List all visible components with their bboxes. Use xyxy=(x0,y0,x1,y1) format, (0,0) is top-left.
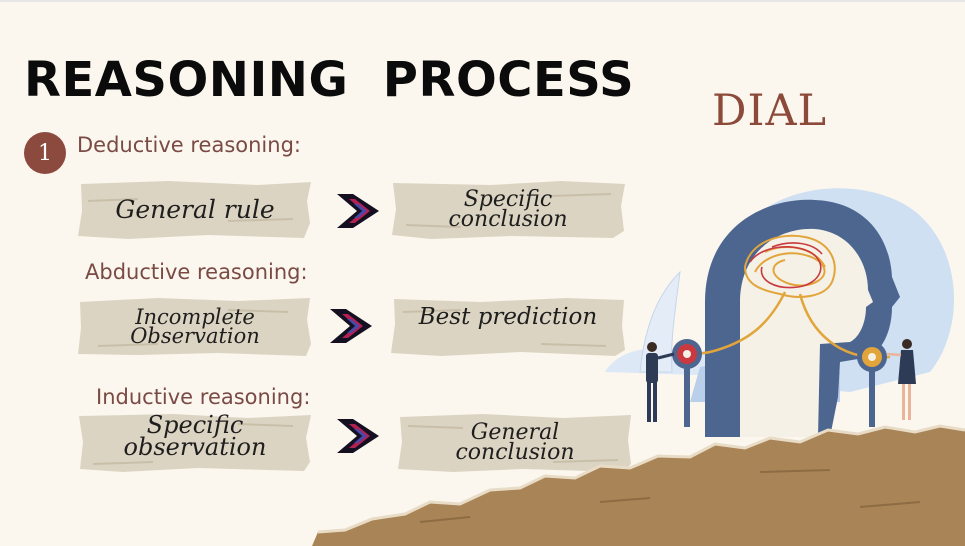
chevron-right-icon xyxy=(330,309,372,343)
deductive-conclusion-line-1: Specific xyxy=(463,187,553,213)
inductive-premise-line-2: observation xyxy=(123,432,267,461)
chevron-right-icon xyxy=(337,194,379,228)
abductive-premise-note: Incomplete Observation xyxy=(78,298,312,356)
abductive-premise-text: Incomplete Observation xyxy=(78,298,312,356)
slide-title: REASONING PROCESS xyxy=(24,52,635,108)
inductive-conclusion-note: General conclusion xyxy=(398,414,632,472)
deductive-premise-note: General rule xyxy=(78,181,312,239)
brand-name: DIAL xyxy=(712,86,828,136)
deductive-conclusion-text: Specific conclusion xyxy=(391,181,625,239)
deductive-premise-text: General rule xyxy=(78,181,312,239)
deductive-conclusion-line-2: conclusion xyxy=(448,207,568,232)
abductive-conclusion-text: Best prediction xyxy=(391,298,625,356)
inductive-conclusion-line-2: conclusion xyxy=(455,440,575,465)
inductive-premise-text: Specific observation xyxy=(78,411,312,472)
inductive-conclusion-text: General conclusion xyxy=(398,414,632,472)
inductive-premise-line-1: Specific xyxy=(146,411,244,439)
inductive-conclusion-line-1: General xyxy=(470,420,560,446)
inductive-premise-note: Specific observation xyxy=(78,411,312,472)
deductive-conclusion-note: Specific conclusion xyxy=(391,181,625,239)
deductive-premise-line: General rule xyxy=(115,194,275,224)
abductive-premise-line-2: Observation xyxy=(130,324,260,348)
abductive-conclusion-line: Best prediction xyxy=(418,304,598,330)
brain-head-illustration xyxy=(600,172,965,442)
abductive-heading: Abductive reasoning: xyxy=(85,260,308,284)
abductive-premise-line-1: Incomplete xyxy=(135,305,255,330)
deductive-heading: Deductive reasoning: xyxy=(77,133,301,157)
abductive-conclusion-note: Best prediction xyxy=(391,298,625,356)
inductive-heading: Inductive reasoning: xyxy=(96,385,311,409)
step-number-badge: 1 xyxy=(24,132,66,174)
chevron-right-icon xyxy=(337,419,379,453)
